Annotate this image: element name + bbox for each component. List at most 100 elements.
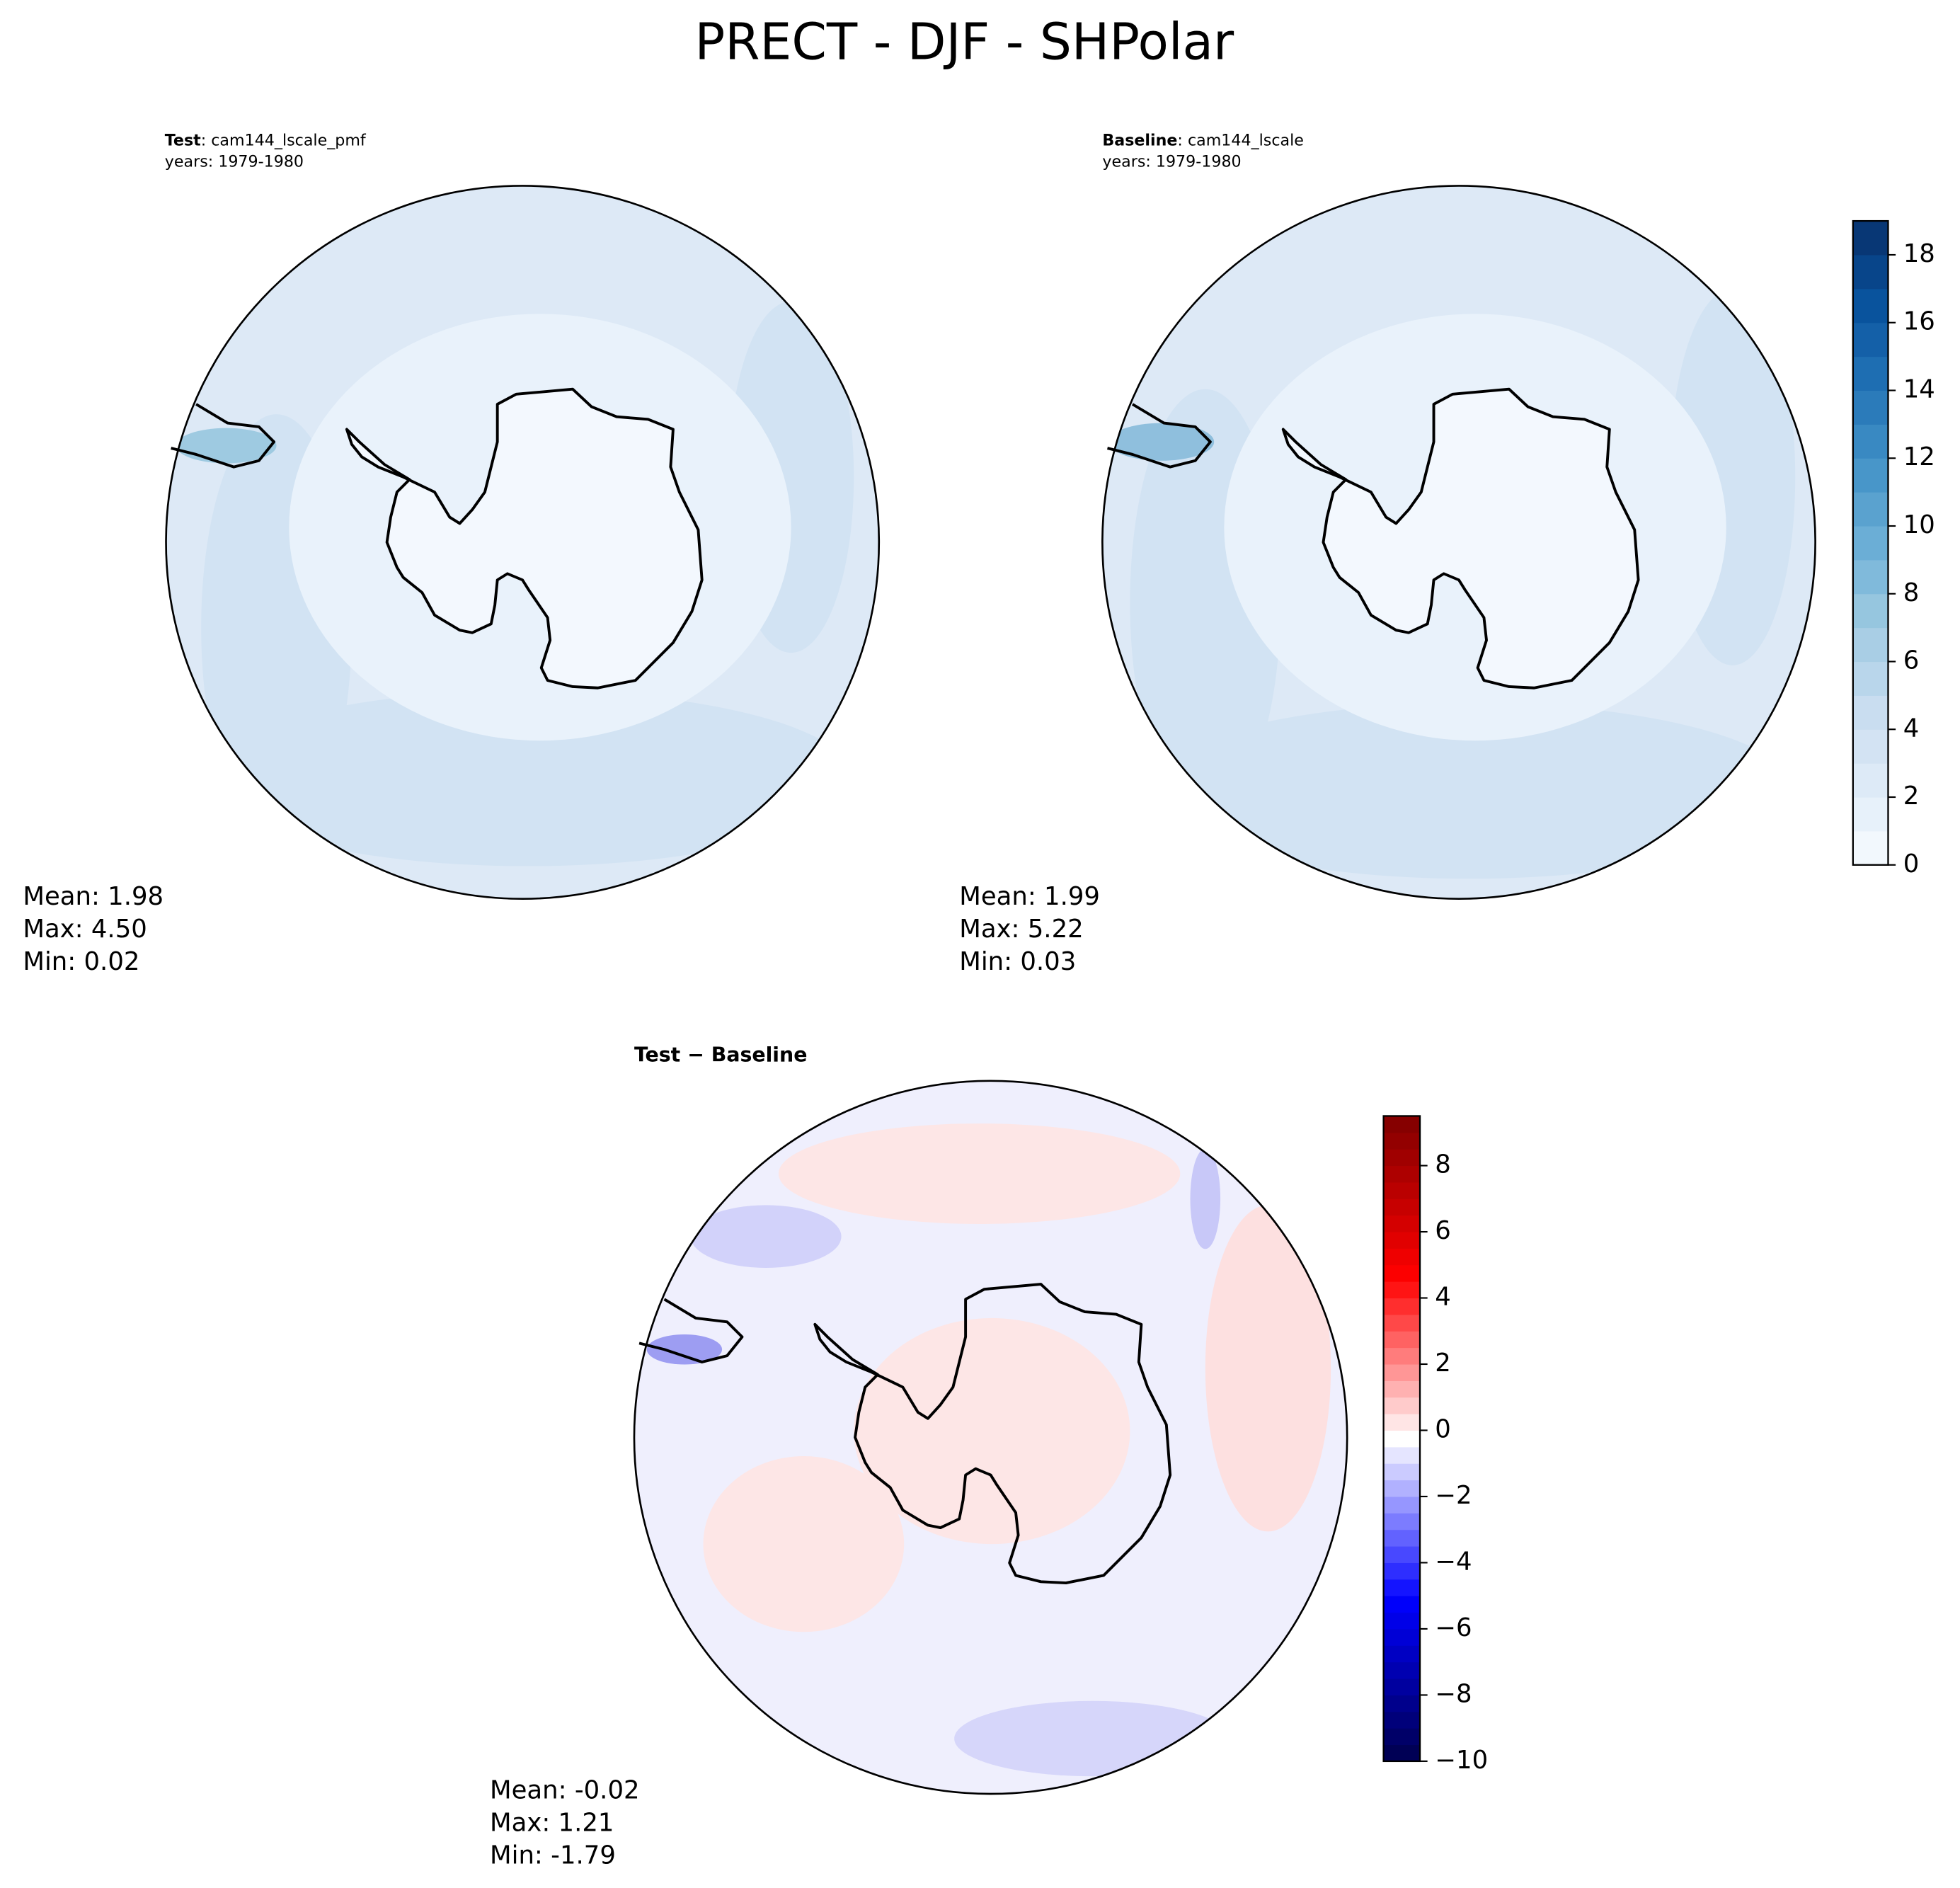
colorbar-tick-label: 0 — [1435, 1414, 1451, 1443]
colorbar-frame — [1382, 1115, 1421, 1763]
label-rest: : cam144_lscale — [1177, 131, 1303, 149]
stat-line: Max: 4.50 — [23, 915, 147, 944]
colorbar-band — [1852, 526, 1889, 561]
colorbar-band — [1383, 1364, 1421, 1381]
colorbar-tick-label: −10 — [1435, 1746, 1488, 1775]
colorbar-band — [1383, 1149, 1421, 1167]
colorbar-band — [1383, 1678, 1421, 1695]
stat-line: Min: -1.79 — [490, 1841, 616, 1870]
colorbar-band — [1383, 1496, 1421, 1514]
colorbar-frame — [1852, 219, 1889, 866]
colorbar-band — [1383, 1281, 1421, 1299]
colorbar-band — [1852, 424, 1889, 459]
stat-line: Mean: -0.02 — [490, 1775, 640, 1804]
colorbar-tick-label: 4 — [1435, 1283, 1451, 1312]
colorbar-band — [1383, 1414, 1421, 1431]
colorbar-band — [1852, 492, 1889, 527]
colorbar-band — [1383, 1215, 1421, 1232]
colorbar-band — [1852, 559, 1889, 595]
colorbar-band — [1852, 695, 1889, 730]
colorbar-band — [1383, 1347, 1421, 1365]
colorbar-band — [1852, 390, 1889, 425]
colorbar-tick-label: 2 — [1435, 1349, 1451, 1378]
label-bold: Baseline — [1102, 131, 1177, 149]
colorbar-band — [1852, 322, 1889, 357]
panel-years: years: 1979-1980 — [1102, 152, 1241, 171]
panel-label: Baseline: cam144_lscale — [1102, 131, 1304, 149]
colorbar-band — [1852, 288, 1889, 324]
stat-line: Mean: 1.99 — [959, 882, 1100, 911]
colorbar-band — [1383, 1380, 1421, 1398]
colorbar-tick-label: −8 — [1435, 1679, 1472, 1708]
colorbar-band — [1383, 1446, 1421, 1464]
colorbar-band — [1383, 1728, 1421, 1746]
colorbar-band — [1852, 830, 1889, 866]
colorbar-tick-label: −6 — [1435, 1613, 1472, 1642]
panel-label: Test − Baseline — [634, 1043, 808, 1066]
colorbar-band — [1383, 1612, 1421, 1630]
colorbar-tick-label: 14 — [1903, 374, 1935, 404]
colorbar-band — [1852, 797, 1889, 832]
colorbar-band — [1383, 1463, 1421, 1481]
colorbar-band — [1383, 1513, 1421, 1531]
label-rest: : cam144_lscale_pmf — [201, 131, 367, 149]
colorbar-band — [1383, 1711, 1421, 1729]
colorbar-band — [1852, 763, 1889, 798]
colorbar-band — [1852, 729, 1889, 764]
colorbar-band — [1383, 1298, 1421, 1315]
stat-line: Max: 1.21 — [490, 1809, 614, 1838]
colorbar-tick-label: 8 — [1903, 578, 1920, 607]
colorbar-band — [1383, 1661, 1421, 1679]
colorbar-tick-label: 2 — [1903, 782, 1920, 811]
colorbar-tick-label: 12 — [1903, 442, 1935, 471]
colorbar-tick-label: 6 — [1903, 646, 1920, 675]
panel-years: years: 1979-1980 — [165, 152, 304, 171]
colorbar-band — [1383, 1645, 1421, 1663]
label-bold: Test — [165, 131, 201, 149]
colorbar-tick-label: 18 — [1903, 239, 1935, 268]
colorbar-band — [1383, 1562, 1421, 1580]
colorbar-tick-label: 0 — [1903, 849, 1920, 879]
colorbar-band — [1852, 458, 1889, 493]
colorbar-band — [1383, 1744, 1421, 1762]
colorbar-band — [1383, 1132, 1421, 1150]
colorbar-band — [1852, 254, 1889, 290]
stat-line: Min: 0.03 — [959, 947, 1076, 976]
colorbar-band — [1383, 1596, 1421, 1613]
colorbar-band — [1383, 1182, 1421, 1199]
colorbar-tick-label: −4 — [1435, 1547, 1472, 1576]
colorbar-band — [1383, 1232, 1421, 1249]
colorbar-tick-label: 4 — [1903, 714, 1920, 743]
colorbar-tick-label: 6 — [1435, 1216, 1451, 1245]
colorbar-tick-label: −2 — [1435, 1481, 1472, 1510]
colorbar-band — [1852, 593, 1889, 629]
colorbar-band — [1383, 1331, 1421, 1349]
map-difference: Test − Baseline — [633, 1043, 1348, 1795]
map-test: Test: cam144_lscale_pmf years: 1979-1980 — [165, 131, 881, 900]
stat-line: Min: 0.02 — [23, 947, 139, 976]
colorbar-band — [1383, 1198, 1421, 1216]
colorbar-band — [1383, 1314, 1421, 1332]
colorbar-band — [1383, 1248, 1421, 1266]
colorbar-band — [1383, 1480, 1421, 1497]
panel-label: Test: cam144_lscale_pmf — [165, 131, 367, 149]
colorbar-band — [1383, 1165, 1421, 1183]
map-field — [634, 1080, 1348, 1795]
colorbar-tick-label: 8 — [1435, 1150, 1451, 1179]
colorbar-band — [1383, 1529, 1421, 1547]
colorbar-band — [1383, 1116, 1421, 1133]
stat-line: Mean: 1.98 — [23, 882, 164, 911]
colorbar-band — [1383, 1546, 1421, 1563]
figure-title: PRECT - DJF - SHPolar — [694, 12, 1234, 71]
colorbar-band — [1383, 1264, 1421, 1282]
map-baseline: Baseline: cam144_lscale years: 1979-1980 — [1101, 131, 1816, 900]
colorbar-band — [1852, 221, 1889, 256]
colorbar-band — [1383, 1695, 1421, 1712]
colorbar-band — [1852, 356, 1889, 391]
colorbar-band — [1383, 1397, 1421, 1414]
colorbar-tick-label: 16 — [1903, 307, 1935, 336]
colorbar-tick-label: 10 — [1903, 510, 1935, 539]
colorbar-band — [1383, 1579, 1421, 1596]
colorbar-band — [1383, 1430, 1421, 1448]
